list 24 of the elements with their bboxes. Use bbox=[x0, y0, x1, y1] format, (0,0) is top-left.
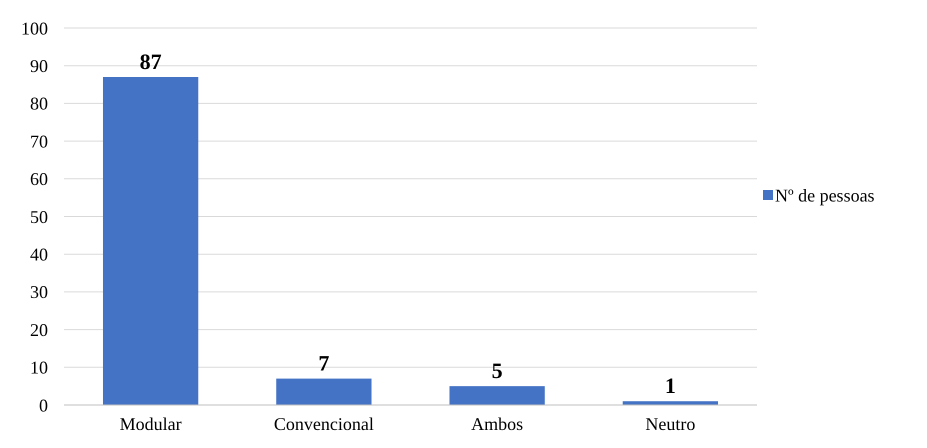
y-tick-label: 0 bbox=[39, 395, 48, 416]
x-tick-label: Ambos bbox=[471, 414, 524, 434]
x-tick-label: Modular bbox=[120, 414, 182, 434]
y-tick-label: 80 bbox=[30, 94, 48, 114]
bar bbox=[276, 378, 372, 405]
data-label: 87 bbox=[140, 49, 162, 74]
y-tick-label: 10 bbox=[30, 358, 48, 378]
bar bbox=[102, 77, 198, 405]
y-tick-label: 70 bbox=[30, 131, 48, 152]
y-tick-label: 30 bbox=[30, 282, 48, 302]
legend-label: Nº de pessoas bbox=[775, 185, 875, 206]
bar bbox=[449, 386, 545, 405]
data-label: 7 bbox=[318, 350, 330, 376]
x-tick-label: Convencional bbox=[274, 414, 374, 434]
y-tick-label: 50 bbox=[30, 206, 48, 227]
data-label: 1 bbox=[664, 373, 676, 398]
y-tick-label: 60 bbox=[30, 169, 48, 190]
y-tick-label: 20 bbox=[30, 320, 48, 340]
y-tick-label: 90 bbox=[30, 56, 48, 76]
bar bbox=[622, 401, 718, 405]
data-label: 5 bbox=[492, 358, 503, 384]
y-tick-label: 100 bbox=[21, 18, 48, 38]
y-tick-label: 40 bbox=[30, 244, 48, 264]
x-tick-label: Neutro bbox=[645, 414, 696, 434]
